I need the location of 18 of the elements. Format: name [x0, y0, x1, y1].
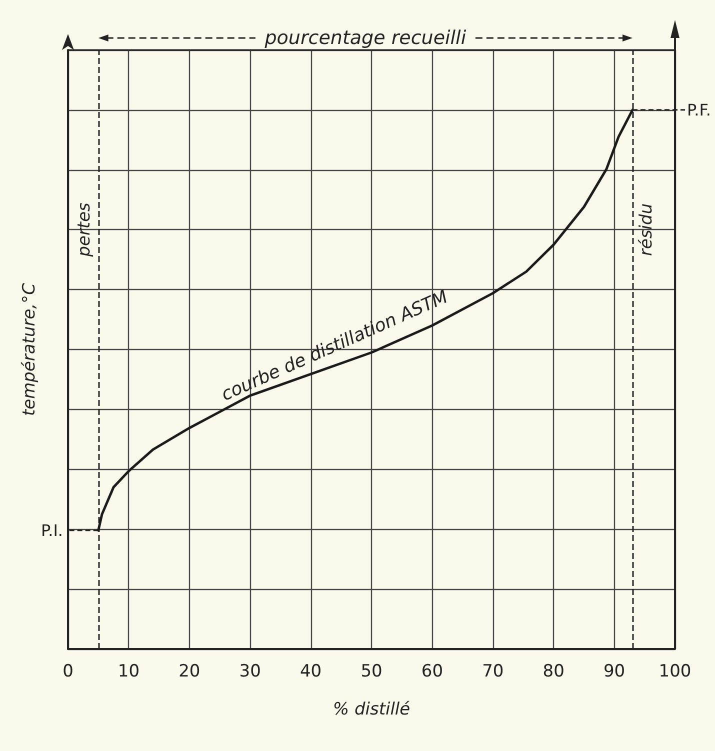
x-tick-label: 70 [482, 662, 504, 682]
x-tick-label: 10 [118, 662, 140, 682]
x-tick-label: 90 [603, 662, 626, 682]
x-tick-label: 80 [542, 662, 564, 682]
annotation: P.I. [40, 520, 63, 540]
x-tick-label: 60 [421, 662, 444, 682]
x-tick-label: 30 [239, 662, 261, 682]
x-tick-label: 0 [62, 662, 74, 682]
x-tick-label: 40 [300, 662, 322, 682]
x-tick-label: 20 [178, 662, 200, 682]
x-tick-label: 100 [658, 662, 692, 682]
text: pourcentage recueilli [264, 27, 467, 49]
x-tick-label: 50 [360, 662, 382, 682]
text: P.F. [687, 100, 711, 120]
ref-line-label: résidu [636, 203, 657, 256]
x-axis-title: % distillé [332, 700, 410, 720]
y-axis-title: température,°C [20, 282, 40, 416]
ref-line-label: pertes [74, 202, 94, 258]
